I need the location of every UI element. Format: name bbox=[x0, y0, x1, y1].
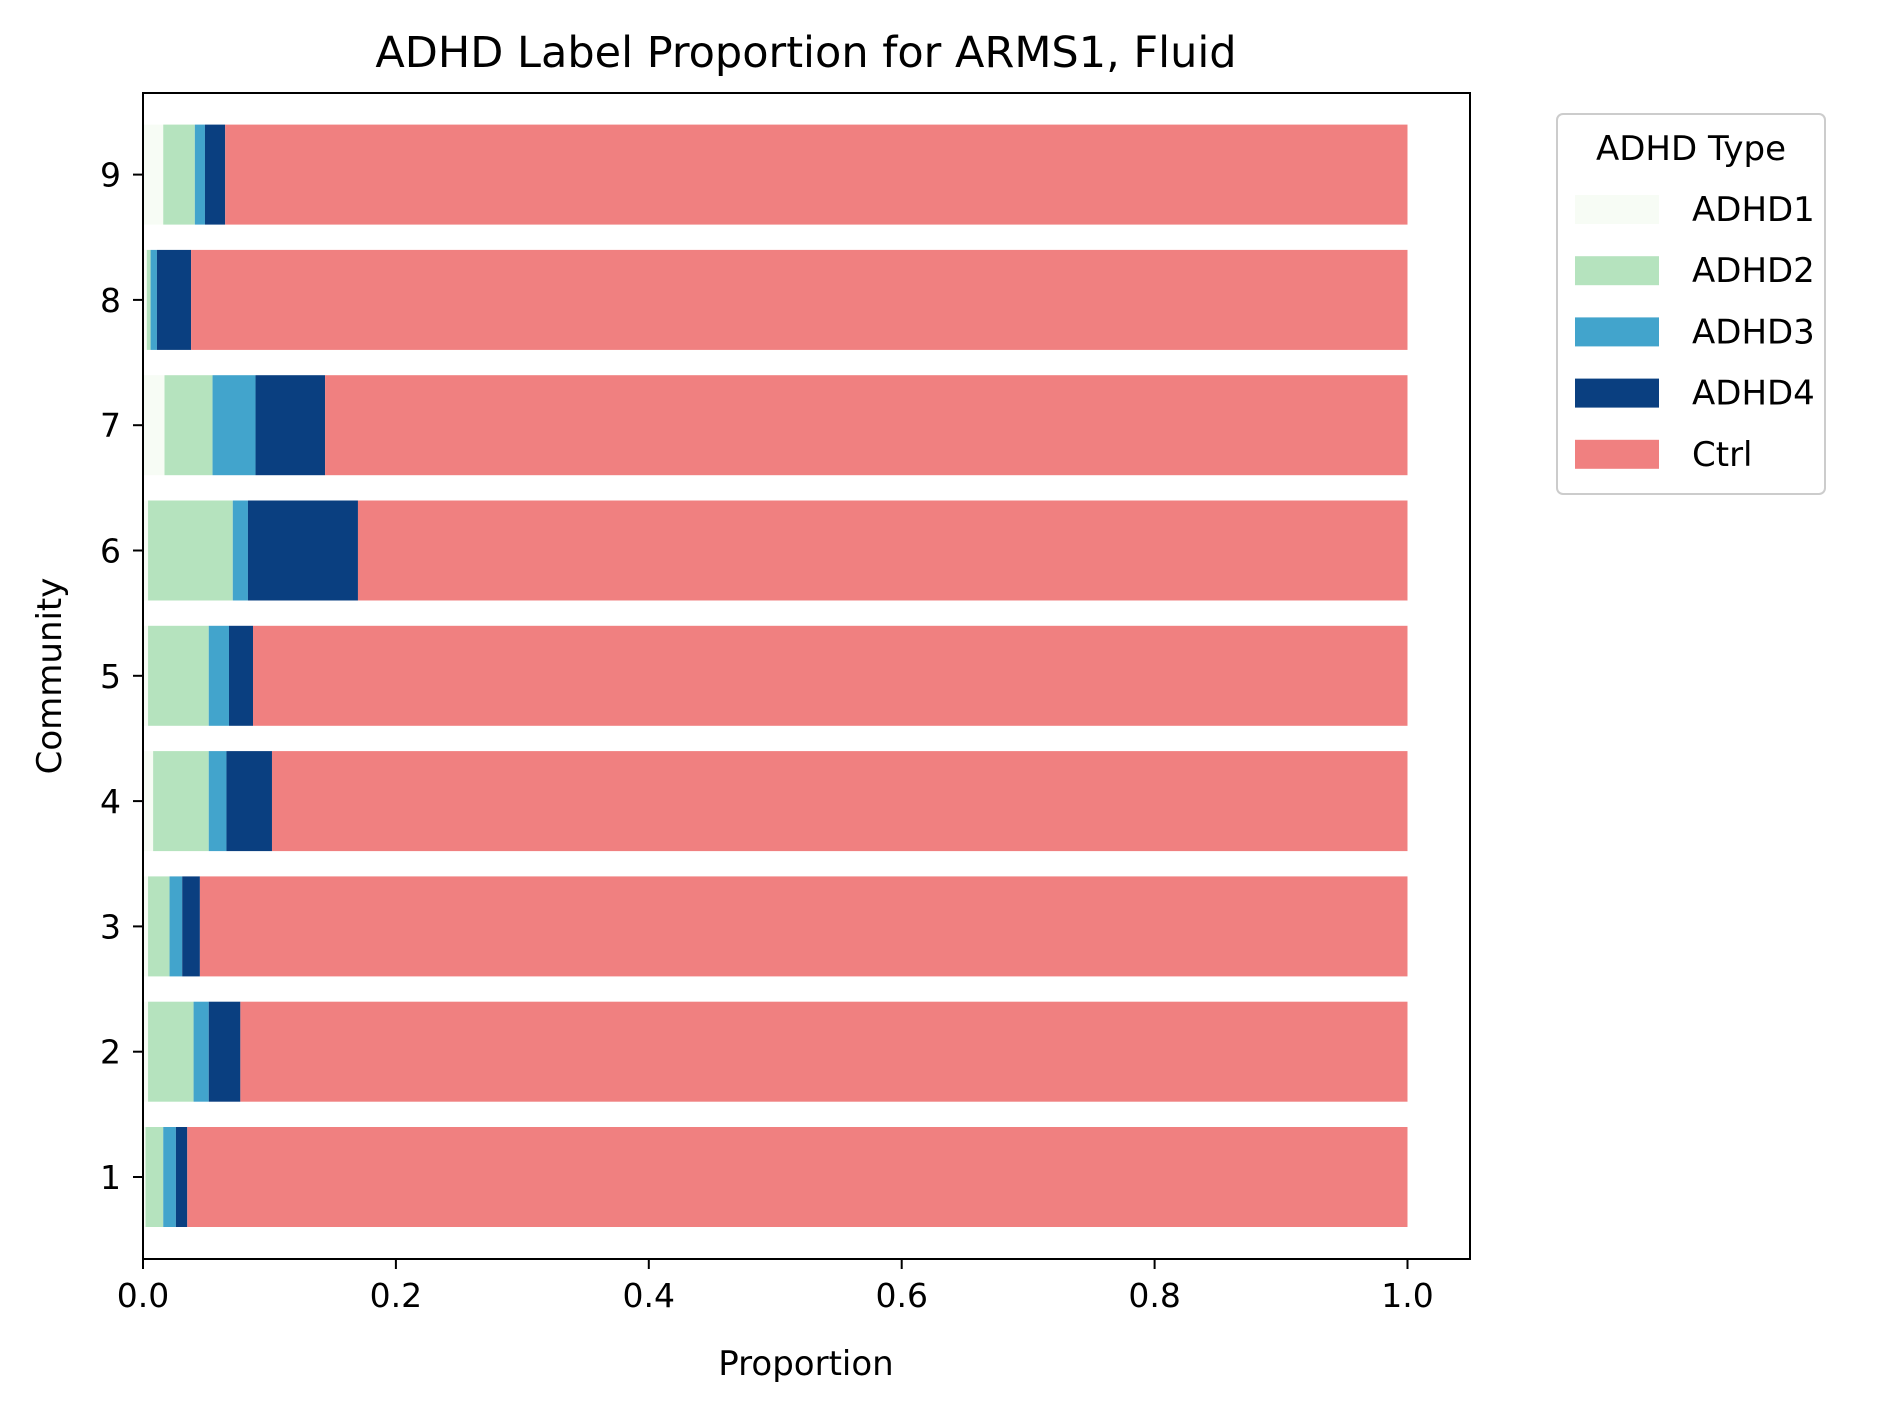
bar-adhd2-community-8 bbox=[146, 249, 151, 350]
bar-adhd4-community-4 bbox=[226, 751, 272, 852]
bar-adhd2-community-5 bbox=[148, 625, 209, 726]
bar-adhd1-community-3 bbox=[143, 876, 149, 977]
bar-adhd4-community-9 bbox=[204, 124, 226, 225]
bar-adhd4-community-2 bbox=[208, 1001, 241, 1102]
bar-adhd4-community-3 bbox=[182, 876, 200, 977]
x-tick-label: 0.4 bbox=[623, 1276, 675, 1315]
bar-adhd3-community-8 bbox=[150, 249, 157, 350]
y-tick-label: 4 bbox=[100, 782, 121, 821]
bar-ctrl-community-4 bbox=[271, 751, 1408, 852]
legend-swatch-ctrl bbox=[1575, 439, 1659, 469]
bar-ctrl-community-6 bbox=[357, 500, 1408, 601]
bar-adhd3-community-3 bbox=[169, 876, 183, 977]
bar-ctrl-community-1 bbox=[187, 1127, 1408, 1227]
bar-adhd1-community-8 bbox=[143, 249, 147, 350]
bar-adhd3-community-9 bbox=[194, 124, 205, 225]
y-tick-label: 9 bbox=[100, 156, 121, 195]
legend: ADHD Type ADHD1 ADHD2 ADHD3 ADHD4 Ctrl bbox=[1556, 113, 1826, 495]
legend-swatch-adhd2 bbox=[1575, 256, 1659, 286]
bar-adhd4-community-1 bbox=[175, 1127, 188, 1227]
bar-ctrl-community-7 bbox=[325, 375, 1408, 476]
x-tick-label: 0.2 bbox=[370, 1276, 422, 1315]
bar-adhd2-community-2 bbox=[148, 1001, 194, 1102]
bar-adhd4-community-7 bbox=[255, 375, 326, 476]
x-tick-label: 1.0 bbox=[1381, 1276, 1433, 1315]
bar-adhd3-community-6 bbox=[232, 500, 248, 601]
bar-ctrl-community-9 bbox=[225, 124, 1408, 225]
legend-label-adhd3: ADHD3 bbox=[1692, 312, 1815, 352]
y-tick-label: 1 bbox=[100, 1158, 121, 1197]
bar-ctrl-community-2 bbox=[240, 1001, 1408, 1102]
bar-adhd3-community-4 bbox=[208, 751, 227, 852]
bar-adhd4-community-6 bbox=[247, 500, 358, 601]
bar-adhd2-community-6 bbox=[148, 500, 233, 601]
bar-adhd1-community-5 bbox=[143, 625, 149, 726]
chart-title: ADHD Label Proportion for ARMS1, Fluid bbox=[375, 28, 1236, 78]
legend-swatch-adhd4 bbox=[1575, 378, 1659, 408]
bar-adhd4-community-8 bbox=[156, 249, 192, 350]
legend-swatch-adhd3 bbox=[1575, 317, 1659, 347]
bar-adhd3-community-7 bbox=[212, 375, 256, 476]
bar-adhd2-community-9 bbox=[163, 124, 195, 225]
bar-adhd2-community-3 bbox=[148, 876, 170, 977]
bar-ctrl-community-3 bbox=[199, 876, 1408, 977]
legend-label-adhd1: ADHD1 bbox=[1692, 190, 1815, 230]
bar-adhd4-community-5 bbox=[228, 625, 254, 726]
bar-adhd1-community-4 bbox=[143, 751, 154, 852]
bar-adhd2-community-7 bbox=[164, 375, 213, 476]
legend-label-adhd2: ADHD2 bbox=[1692, 251, 1815, 291]
bar-adhd1-community-2 bbox=[143, 1001, 149, 1102]
legend-swatch-adhd1 bbox=[1575, 195, 1659, 224]
bar-ctrl-community-5 bbox=[253, 625, 1408, 726]
x-tick-label: 0.6 bbox=[875, 1276, 927, 1315]
bar-adhd1-community-9 bbox=[143, 124, 164, 225]
legend-frame bbox=[1556, 113, 1826, 495]
y-tick-label: 6 bbox=[100, 532, 121, 571]
x-axis-label: Proportion bbox=[718, 1344, 893, 1384]
y-axis: 1 2 3 4 5 6 7 8 9 bbox=[100, 156, 143, 1197]
bar-adhd3-community-5 bbox=[208, 625, 229, 726]
x-axis: 0.0 0.2 0.4 0.6 0.8 1.0 bbox=[117, 1259, 1434, 1315]
bar-adhd1-community-1 bbox=[143, 1127, 146, 1227]
bar-adhd3-community-2 bbox=[193, 1001, 209, 1102]
y-tick-label: 8 bbox=[100, 281, 121, 320]
bar-adhd2-community-4 bbox=[153, 751, 209, 852]
legend-title: ADHD Type bbox=[1596, 129, 1786, 169]
legend-label-adhd4: ADHD4 bbox=[1692, 374, 1815, 414]
x-tick-label: 0.8 bbox=[1128, 1276, 1180, 1315]
y-axis-label: Community bbox=[30, 578, 70, 775]
y-tick-label: 3 bbox=[100, 907, 121, 946]
bar-ctrl-community-8 bbox=[191, 249, 1408, 350]
bar-adhd1-community-7 bbox=[143, 375, 165, 476]
y-tick-label: 5 bbox=[100, 657, 121, 696]
bar-adhd1-community-6 bbox=[143, 500, 149, 601]
legend-label-ctrl: Ctrl bbox=[1692, 435, 1753, 475]
x-tick-label: 0.0 bbox=[117, 1276, 169, 1315]
bar-adhd3-community-1 bbox=[163, 1127, 176, 1227]
bar-group bbox=[143, 124, 1408, 1227]
y-tick-label: 7 bbox=[100, 406, 121, 445]
y-tick-label: 2 bbox=[100, 1033, 121, 1072]
bar-adhd2-community-1 bbox=[145, 1127, 164, 1227]
